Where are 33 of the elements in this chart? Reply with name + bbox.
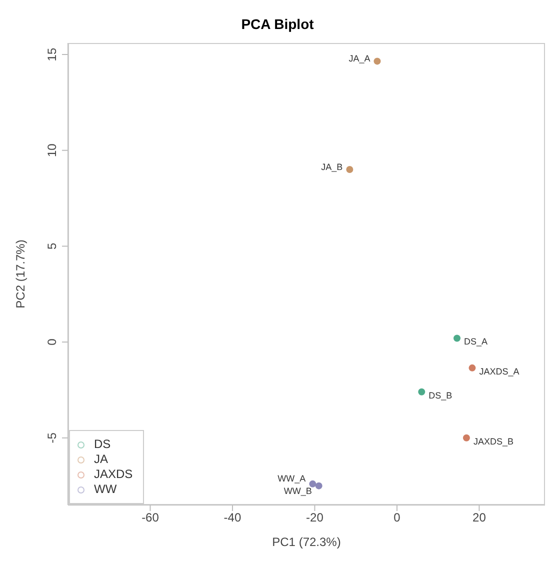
x-tick-label: -60 (142, 510, 160, 525)
point (418, 388, 426, 396)
x-tick-label: -20 (306, 510, 324, 525)
y-tick-label: -5 (45, 432, 59, 444)
x-tick-label: 0 (394, 510, 401, 525)
annotation: WW_A (278, 473, 306, 484)
legend-label: JAXDS (94, 467, 133, 482)
point (462, 434, 470, 442)
annotation: DS_B (428, 390, 452, 400)
y-tick-label: 0 (45, 338, 59, 346)
point (309, 480, 316, 488)
x-tick-label: 20 (472, 510, 486, 525)
y-tick-label: 15 (45, 48, 59, 62)
point (315, 482, 322, 490)
point (454, 334, 460, 342)
annotation: JA_B (321, 162, 343, 172)
y-tick-label: 10 (45, 143, 59, 158)
annotation: JAXDS_A (479, 366, 520, 376)
annotation: DS_A (464, 336, 488, 347)
y-axis-title: PC2 (17.7%) (13, 240, 28, 308)
x-tick-label: -40 (224, 510, 242, 525)
annotation: JAXDS_B (473, 436, 514, 446)
legend-label: JA (94, 452, 108, 467)
chart-title: PCA Biplot (240, 16, 315, 32)
legend-label: WW (94, 482, 117, 497)
x-axis-title: PC1 (72.3%) (272, 535, 341, 549)
annotation: JA_A (348, 54, 370, 64)
legend-label: DS (94, 437, 111, 452)
point (346, 166, 354, 174)
annotation: WW_B (284, 486, 312, 496)
y-tick-label: 5 (45, 242, 59, 250)
point (374, 58, 381, 65)
point (468, 364, 476, 372)
